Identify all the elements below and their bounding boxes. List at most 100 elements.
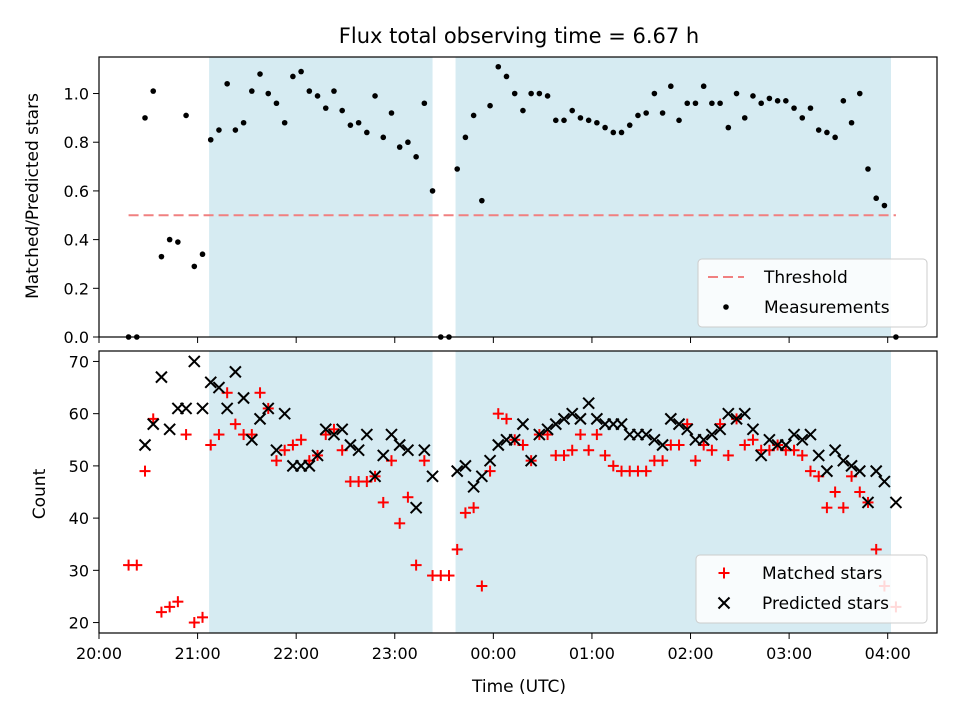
x-tick-label: 04:00 xyxy=(865,644,911,663)
measurement-point xyxy=(314,93,321,99)
matched-star-point xyxy=(246,429,258,441)
measurement-point xyxy=(265,90,272,97)
predicted-star-point xyxy=(401,444,415,457)
predicted-star-point xyxy=(763,433,776,446)
legend-label: Predicted stars xyxy=(762,594,889,614)
matched-star-point xyxy=(689,455,701,467)
cross-stroke xyxy=(492,438,505,452)
predicted-star-point xyxy=(311,449,324,462)
cross-stroke xyxy=(188,355,201,368)
cross-stroke xyxy=(746,423,760,436)
predicted-star-point xyxy=(787,428,801,441)
matched-star-point xyxy=(829,486,841,498)
predicted-star-point xyxy=(475,470,489,483)
predicted-star-point xyxy=(179,402,193,415)
predicted-star-point xyxy=(253,412,267,426)
y-tick-label: 0.2 xyxy=(64,279,89,298)
predicted-star-point xyxy=(220,402,234,415)
matched-star-point xyxy=(722,449,734,461)
matched-star-point xyxy=(418,455,430,467)
measurement-point xyxy=(249,88,255,94)
cross-stroke xyxy=(475,470,489,483)
cross-stroke xyxy=(541,423,554,436)
matched-star-point xyxy=(188,617,200,629)
measurement-point xyxy=(462,134,469,141)
cross-stroke xyxy=(681,423,694,436)
top-panel: 0.0 0.2 0.4 0.6 0.8 1.0 Threshold Measurements xyxy=(64,56,938,347)
predicted-star-point xyxy=(779,438,793,452)
matched-star-point xyxy=(139,465,151,477)
measurement-point xyxy=(840,98,847,104)
predicted-star-point xyxy=(754,449,768,462)
measurement-point xyxy=(364,129,370,136)
predicted-star-point xyxy=(278,407,291,420)
cross-stroke xyxy=(549,417,562,431)
matched-star-point xyxy=(402,491,414,503)
predicted-star-point xyxy=(344,438,357,452)
measurement-point xyxy=(413,154,419,160)
predicted-star-point xyxy=(368,470,382,483)
cross-stroke xyxy=(352,444,365,457)
legend-predicted-swatch xyxy=(717,596,731,610)
cross-stroke xyxy=(253,412,267,426)
cross-stroke xyxy=(845,459,858,473)
predicted-star-point xyxy=(196,402,209,415)
cross-stroke xyxy=(869,464,883,478)
predicted-star-point xyxy=(804,428,817,441)
predicted-star-point xyxy=(138,438,152,452)
matched-star-point xyxy=(295,434,307,446)
x-axis-label: Time (UTC) xyxy=(471,677,566,697)
predicted-star-point xyxy=(828,444,842,457)
measurement-point xyxy=(594,119,600,126)
cross-stroke xyxy=(664,412,678,426)
measurement-point xyxy=(207,136,214,143)
measurement-point xyxy=(257,71,263,77)
cross-stroke xyxy=(311,449,324,462)
y-tick-label: 70 xyxy=(69,352,89,371)
cross-stroke xyxy=(237,391,250,405)
cross-stroke xyxy=(163,423,176,436)
cross-stroke xyxy=(409,501,423,514)
cross-stroke xyxy=(327,428,341,441)
matched-star-point xyxy=(583,444,595,456)
predicted-star-point xyxy=(335,423,349,436)
predicted-star-point xyxy=(648,433,661,446)
predicted-star-point xyxy=(722,407,735,420)
matched-star-point xyxy=(279,444,291,456)
y-tick-label: 20 xyxy=(69,614,89,633)
predicted-star-point xyxy=(327,428,341,441)
axes-frame xyxy=(98,56,938,338)
series-measurements xyxy=(125,63,899,340)
matched-star-point xyxy=(131,559,143,571)
matched-star-point xyxy=(254,387,266,399)
cross-stroke xyxy=(590,412,604,426)
predicted-star-point xyxy=(418,444,431,457)
measurement-point xyxy=(355,119,362,126)
cross-stroke xyxy=(303,459,316,473)
y-tick-label: 0.0 xyxy=(64,328,89,347)
cross-stroke xyxy=(418,444,431,457)
cross-stroke xyxy=(853,464,866,478)
measurement-point xyxy=(166,236,173,243)
measurement-point xyxy=(405,139,411,146)
cross-stroke xyxy=(763,433,776,446)
predicted-star-point xyxy=(262,402,275,415)
matched-star-point xyxy=(377,496,389,508)
cross-stroke xyxy=(278,407,291,420)
x-tick-label: 21:00 xyxy=(175,644,221,663)
predicted-star-point xyxy=(566,407,579,420)
predicted-star-point xyxy=(541,423,554,436)
cross-stroke xyxy=(557,412,571,426)
measurement-point xyxy=(733,90,740,97)
matched-star-point xyxy=(213,429,225,441)
measurement-point xyxy=(659,110,666,116)
measurement-point xyxy=(290,73,296,80)
predicted-star-point xyxy=(270,444,283,457)
matched-star-point xyxy=(205,439,217,451)
matched-star-point xyxy=(673,439,685,451)
matched-star-point xyxy=(492,408,504,420)
measurement-point xyxy=(216,127,222,133)
matched-star-point xyxy=(714,418,726,430)
measurement-point xyxy=(347,122,354,128)
cross-stroke xyxy=(656,438,669,452)
